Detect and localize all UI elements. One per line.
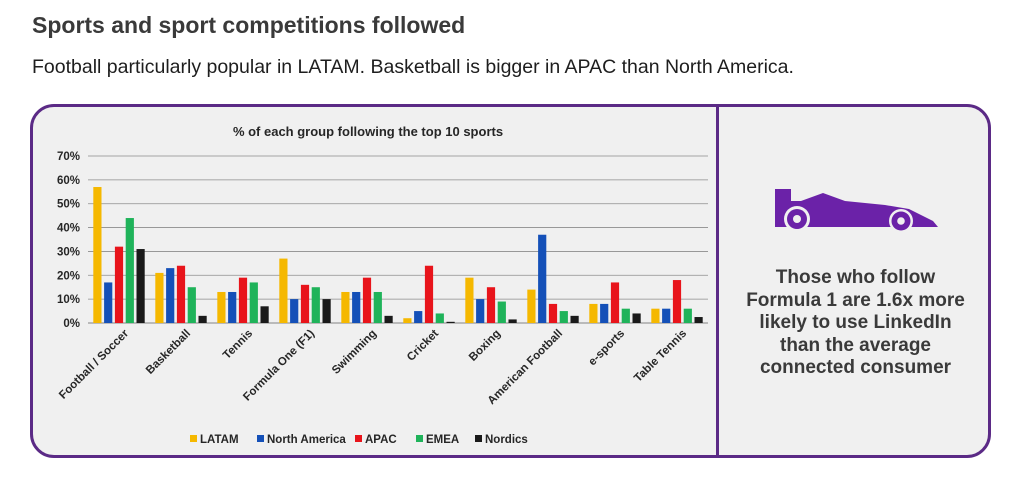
bar-latam [217, 291, 226, 323]
bar-apac [238, 277, 248, 323]
legend-label: APAC [365, 434, 397, 446]
legend-swatch-emea [416, 435, 423, 442]
category-label: Football / Soccer [57, 327, 131, 401]
legend-swatch-latam [190, 435, 197, 442]
bar-nordics [570, 315, 579, 323]
bar-emea [249, 282, 258, 323]
bar-north-america [290, 299, 299, 323]
bar-apac [424, 265, 434, 323]
category-label: e-sports [587, 328, 628, 369]
y-tick-label: 20% [57, 270, 80, 282]
bar-apac [610, 282, 620, 323]
bar-apac [176, 265, 186, 323]
bar-north-america [538, 234, 547, 323]
bar-latam [651, 308, 660, 323]
category-label: Tennis [221, 328, 255, 362]
y-tick-label: 30% [57, 246, 80, 258]
bar-emea [311, 287, 320, 323]
bar-latam [279, 258, 288, 323]
bar-emea [683, 308, 692, 323]
bar-emea [497, 301, 506, 323]
bar-latam [403, 318, 412, 323]
category-label: Swimming [330, 328, 379, 377]
callout: Those who follow Formula 1 are 1.6x more… [723, 107, 988, 455]
page-title: Sports and sport competitions followed [32, 12, 466, 38]
y-tick-label: 70% [57, 151, 80, 163]
bar-nordics [136, 249, 145, 323]
bar-north-america [414, 311, 423, 323]
bar-nordics [446, 321, 455, 323]
bar-latam [465, 277, 474, 323]
y-tick-label: 50% [57, 199, 80, 211]
category-label: Table Tennis [632, 328, 689, 385]
legend-label: Nordics [485, 434, 528, 446]
bar-apac [114, 246, 124, 323]
y-tick-label: 0% [63, 318, 80, 330]
bar-north-america [476, 299, 485, 323]
bar-latam [589, 303, 598, 323]
bar-emea [435, 313, 444, 323]
legend-swatch-apac [355, 435, 362, 442]
bar-latam [341, 291, 350, 323]
bar-emea [373, 291, 382, 323]
bar-nordics [632, 313, 641, 323]
bar-emea [187, 287, 196, 323]
category-label: Boxing [467, 328, 503, 364]
bar-emea [125, 218, 134, 323]
bar-latam [155, 272, 164, 323]
bar-north-america [662, 308, 671, 323]
bar-emea [559, 311, 568, 323]
y-tick-label: 40% [57, 223, 80, 235]
legend-swatch-nordics [475, 435, 482, 442]
bar-nordics [694, 317, 703, 323]
callout-text: Those who follow Formula 1 are 1.6x more… [746, 267, 965, 378]
legend-label: EMEA [426, 434, 459, 446]
bar-apac [486, 287, 496, 323]
chart-title: % of each group following the top 10 spo… [233, 124, 503, 139]
bar-north-america [104, 282, 113, 323]
bar-latam [93, 187, 102, 323]
bar-chart: % of each group following the top 10 spo… [57, 124, 708, 446]
category-label: Formula One (F1) [241, 328, 317, 404]
bar-nordics [384, 315, 393, 323]
bar-north-america [228, 291, 237, 323]
bar-nordics [198, 315, 207, 323]
bar-apac [548, 303, 558, 323]
race-car-icon [775, 189, 938, 233]
bar-north-america [352, 291, 361, 323]
legend-label: North America [267, 434, 346, 446]
content-panel: % of each group following the top 10 spo… [30, 104, 991, 458]
legend-label: LATAM [200, 434, 239, 446]
bar-apac [672, 280, 682, 323]
bar-nordics [260, 306, 269, 323]
y-tick-label: 60% [57, 175, 80, 187]
panel-divider [716, 107, 719, 455]
page-subtitle: Football particularly popular in LATAM. … [32, 56, 794, 78]
legend-swatch-north-america [257, 435, 264, 442]
bar-north-america [600, 303, 609, 323]
bar-apac [362, 277, 372, 323]
bar-north-america [166, 268, 175, 323]
bar-nordics [322, 299, 331, 323]
bar-nordics [508, 319, 517, 323]
category-label: Cricket [405, 328, 441, 364]
bar-emea [621, 308, 630, 323]
y-tick-label: 10% [57, 294, 80, 306]
bar-apac [300, 284, 310, 323]
bar-latam [527, 289, 536, 323]
category-label: Basketball [144, 328, 193, 377]
